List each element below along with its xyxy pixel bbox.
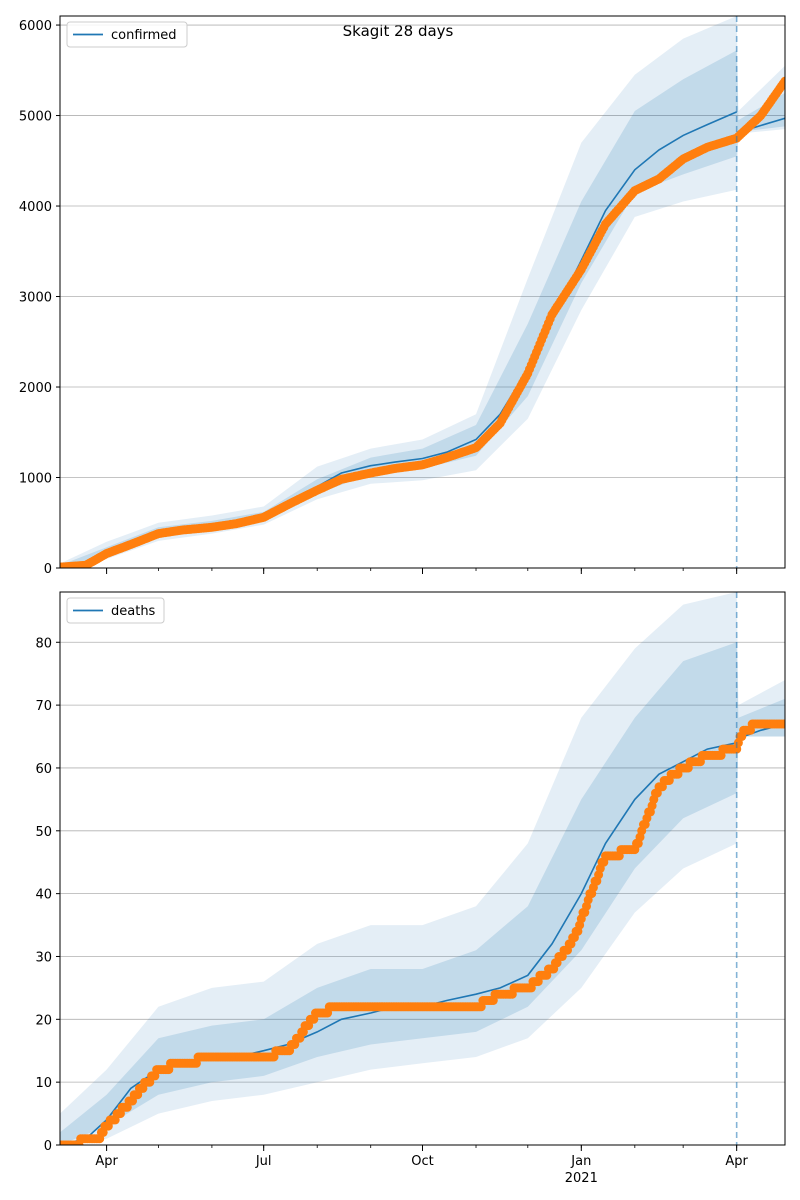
y-tick-label: 30 <box>35 950 52 965</box>
y-tick-label: 4000 <box>19 200 52 215</box>
inner-uncertainty-band <box>60 50 785 568</box>
y-tick-label: 50 <box>35 825 52 840</box>
outer-uncertainty-band <box>60 592 785 1145</box>
outer-uncertainty-band <box>60 16 785 568</box>
deaths-panel: 0 10 20 30 40 50 60 70 80 Apr Jul Oct Jan 2021 Apr deat… <box>35 591 786 1186</box>
y-tick-label: 0 <box>44 562 52 577</box>
y-tick-label: 1000 <box>19 472 52 487</box>
confirmed-panel: 0 1000 2000 3000 4000 5000 6000 confirmed <box>19 15 786 577</box>
x-tick-label: Apr <box>95 1154 118 1169</box>
legend-box <box>66 21 188 48</box>
plot-area <box>60 16 785 568</box>
plot-area <box>60 592 785 1145</box>
observed-point <box>780 719 785 729</box>
legend-box <box>66 597 165 624</box>
legend-label: confirmed <box>111 28 177 43</box>
x-tick-year-label: 2021 <box>565 1171 598 1186</box>
y-tick-label: 20 <box>35 1013 52 1028</box>
y-tick-label: 6000 <box>19 19 52 34</box>
y-tick-label: 5000 <box>19 110 52 125</box>
chart-title: Skagit 28 days <box>343 22 454 40</box>
legend-label: deaths <box>111 604 156 619</box>
y-tick-label: 3000 <box>19 291 52 306</box>
y-tick-label: 80 <box>35 636 52 651</box>
x-tick-label: Apr <box>725 1154 748 1169</box>
observed-point <box>780 76 785 86</box>
y-tick-label: 0 <box>44 1139 52 1154</box>
inner-uncertainty-band <box>60 642 785 1145</box>
y-tick-label: 40 <box>35 888 52 903</box>
y-tick-label: 60 <box>35 762 52 777</box>
x-tick-label: Jul <box>255 1154 272 1169</box>
y-tick-label: 70 <box>35 699 52 714</box>
x-tick-label: Jan <box>570 1154 591 1169</box>
y-tick-label: 2000 <box>19 381 52 396</box>
x-tick-label: Oct <box>411 1154 433 1169</box>
y-tick-label: 10 <box>35 1076 52 1091</box>
